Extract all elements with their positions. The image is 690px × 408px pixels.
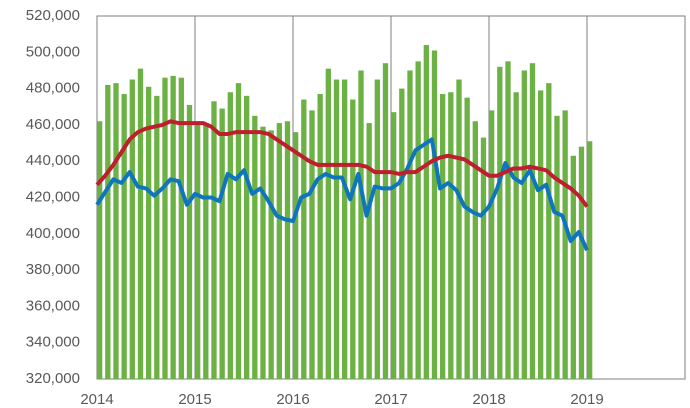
bar [309, 110, 315, 379]
x-tick-label: 2019 [570, 391, 603, 408]
bar [170, 75, 176, 380]
bar [431, 50, 438, 380]
bar [423, 45, 429, 379]
bar [195, 121, 201, 380]
x-tick-label: 2016 [276, 391, 309, 408]
bar [391, 112, 397, 379]
bar [203, 123, 209, 380]
bar [578, 146, 585, 379]
bar [276, 123, 282, 380]
y-tick-label: 420,000 [26, 188, 80, 205]
bar [105, 84, 111, 379]
bar [129, 79, 135, 380]
bar [260, 126, 266, 379]
bar [382, 63, 389, 379]
bar [162, 77, 168, 380]
bar [244, 95, 250, 380]
bar [497, 66, 503, 379]
y-tick-label: 400,000 [26, 225, 80, 242]
y-tick-label: 320,000 [26, 370, 80, 387]
bar [374, 79, 380, 380]
y-tick-label: 520,000 [26, 7, 80, 24]
bar [211, 101, 217, 380]
bar [562, 110, 568, 379]
bar [456, 79, 462, 380]
bar [521, 70, 527, 379]
bar [342, 79, 348, 380]
bar [399, 88, 405, 379]
bar [178, 77, 184, 380]
bar [505, 61, 511, 379]
bar [186, 104, 193, 379]
bar [546, 83, 552, 379]
y-tick-label: 440,000 [26, 152, 80, 169]
bar [333, 79, 340, 380]
line [95, 119, 589, 208]
bar [219, 108, 225, 379]
bar [538, 90, 544, 379]
x-tick-label: 2017 [374, 391, 407, 408]
bar [350, 99, 356, 380]
bar [570, 155, 576, 379]
bar [154, 95, 160, 380]
bar [480, 137, 487, 379]
bar [121, 94, 127, 380]
bar [407, 70, 413, 379]
y-tick-label: 500,000 [26, 43, 80, 60]
x-tick-label: 2018 [472, 391, 505, 408]
bar [235, 83, 242, 379]
y-tick-label: 360,000 [26, 297, 80, 314]
y-tick-label: 480,000 [26, 80, 80, 97]
bar [227, 92, 233, 379]
bar [415, 61, 421, 379]
bar [97, 121, 103, 380]
bar [529, 63, 536, 379]
bar [472, 121, 478, 380]
y-tick-label: 380,000 [26, 261, 80, 278]
x-tick-label: 2014 [80, 391, 113, 408]
bar [587, 141, 593, 379]
bar [448, 92, 454, 379]
x-tick-label: 2015 [178, 391, 211, 408]
bar [489, 110, 495, 379]
bar [317, 94, 323, 380]
bar [293, 132, 299, 379]
y-tick-label: 460,000 [26, 116, 80, 133]
bar [113, 83, 119, 379]
bar [464, 97, 470, 380]
bar [366, 123, 372, 380]
bar [146, 86, 152, 379]
bar [137, 68, 144, 379]
bar [513, 92, 519, 379]
bar [358, 70, 364, 379]
bar [440, 94, 446, 380]
bar [284, 121, 291, 380]
bar [301, 99, 307, 380]
bar [554, 115, 560, 379]
bar [252, 115, 258, 379]
line [95, 137, 589, 251]
bar [268, 130, 274, 379]
bar [325, 68, 331, 379]
y-tick-label: 340,000 [26, 334, 80, 351]
